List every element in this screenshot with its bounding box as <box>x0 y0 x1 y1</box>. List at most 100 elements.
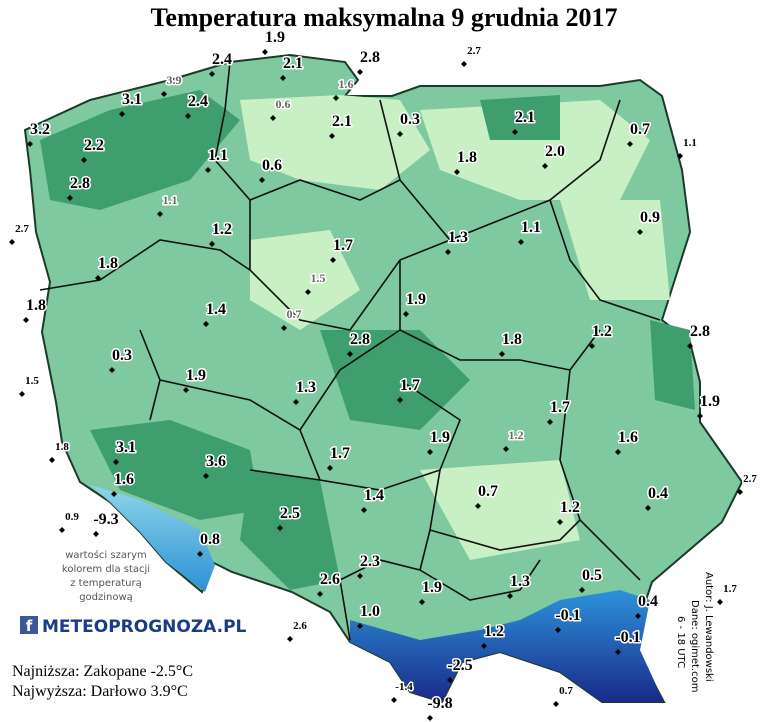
station-value: 0.4 <box>638 593 658 610</box>
credit: Dane: ogimet.com <box>689 600 700 692</box>
note-line: godzinową <box>79 592 133 603</box>
station-value: 2.8 <box>350 331 370 348</box>
station-value: 1.2 <box>509 428 524 442</box>
station-value: 1.3 <box>448 229 468 246</box>
station-value: 0.7 <box>630 121 650 138</box>
credit: 6 - 18 UTC <box>675 616 686 668</box>
logo-text: METEOPROGNOZA.PL <box>42 617 247 637</box>
station-dot <box>475 503 481 509</box>
station-dot <box>637 229 643 235</box>
station-dot <box>327 465 333 471</box>
station-value: 1.6 <box>114 471 134 488</box>
station-value: 2.8 <box>70 175 90 192</box>
station-dot <box>161 91 167 97</box>
station-value: 3.9 <box>167 73 182 87</box>
station-dot <box>287 636 293 642</box>
station-dot <box>361 507 367 513</box>
station-dot <box>49 457 55 463</box>
light-region <box>240 95 670 560</box>
station-dot <box>317 591 323 597</box>
station-dot <box>209 71 215 77</box>
station-value: 3.2 <box>30 121 50 138</box>
station-value: 0.5 <box>582 567 602 584</box>
station-dot <box>113 459 119 465</box>
station-value: 2.3 <box>360 553 380 570</box>
station-value: 1.8 <box>55 441 69 453</box>
station-dot <box>333 95 339 101</box>
station-dot <box>183 387 189 393</box>
title: Temperatura maksymalna 9 grudnia 2017 <box>150 3 617 32</box>
station-value: 0.6 <box>262 157 282 174</box>
station-value: 1.7 <box>723 583 737 595</box>
station-value: 1.4 <box>206 301 226 318</box>
dark-region <box>40 90 695 590</box>
station-dot <box>503 446 509 452</box>
station-dot <box>357 573 363 579</box>
station-dot <box>259 177 265 183</box>
station-dot <box>93 531 99 537</box>
station-value: 2.8 <box>360 49 380 66</box>
station-dot <box>481 643 487 649</box>
station-dot <box>737 489 743 495</box>
station-dot <box>281 325 287 331</box>
station-value: 2.7 <box>15 223 29 235</box>
station-dot <box>305 289 311 295</box>
station-value: -0.1 <box>615 629 640 646</box>
station-dot <box>23 317 29 323</box>
station-value: 1.7 <box>330 445 350 462</box>
station-dot <box>427 449 433 455</box>
station-dot <box>357 69 363 75</box>
station-value: 1.6 <box>339 77 354 91</box>
station-value: 2.5 <box>280 505 300 522</box>
station-value: 1.1 <box>208 147 228 164</box>
station-dot <box>203 321 209 327</box>
note-line: kolorem dla stacji <box>62 564 150 575</box>
note-line: wartości szarym <box>65 549 146 561</box>
borders <box>39 61 661 641</box>
station-dot <box>454 169 460 175</box>
station-value: 1.7 <box>400 377 420 394</box>
station-value: 1.6 <box>618 429 638 446</box>
station-value: 0.3 <box>112 347 132 364</box>
station-value: 2.1 <box>515 109 535 126</box>
station-value: 1.3 <box>510 573 530 590</box>
station-dot <box>397 131 403 137</box>
station-value: 1.8 <box>502 331 522 348</box>
station-dot <box>203 473 209 479</box>
station-dot <box>717 599 723 605</box>
station-dot <box>447 677 453 683</box>
station-dot <box>157 211 163 217</box>
station-dot <box>67 195 73 201</box>
station-dot <box>615 449 621 455</box>
station-dot <box>270 115 276 121</box>
station-dot <box>627 141 633 147</box>
station-value: 1.7 <box>550 399 570 416</box>
station-dot <box>280 75 286 81</box>
station-value: 1.4 <box>364 487 384 504</box>
station-dot <box>403 311 409 317</box>
station-value: 0.6 <box>276 97 291 111</box>
station-value: 1.0 <box>360 603 380 620</box>
station-value: 3.1 <box>116 439 136 456</box>
station-value: 1.1 <box>163 193 178 207</box>
station-dot <box>293 399 299 405</box>
station-value: 1.9 <box>186 367 206 384</box>
station-dot <box>391 697 397 703</box>
labels: 1.9 2.4 2.1 2.8 3.1 2.4 0.3 2.1 3.2 2.2 1.1 1.8 2.0 0… <box>9 28 759 721</box>
station-value: 2.6 <box>293 620 307 632</box>
station-dot <box>81 157 87 163</box>
station-dot <box>645 505 651 511</box>
station-dot <box>419 599 425 605</box>
station-dot <box>209 241 215 247</box>
summary-min: Najniższa: Zakopane -2.5°C <box>12 663 193 680</box>
station-dot <box>677 153 683 159</box>
station-dot <box>555 627 561 633</box>
station-value: 3.1 <box>122 91 142 108</box>
station-value: 1.9 <box>265 29 285 46</box>
station-dot <box>95 275 101 281</box>
station-value: 2.7 <box>743 473 757 485</box>
station-value: 2.0 <box>545 143 565 160</box>
station-dot <box>277 525 283 531</box>
